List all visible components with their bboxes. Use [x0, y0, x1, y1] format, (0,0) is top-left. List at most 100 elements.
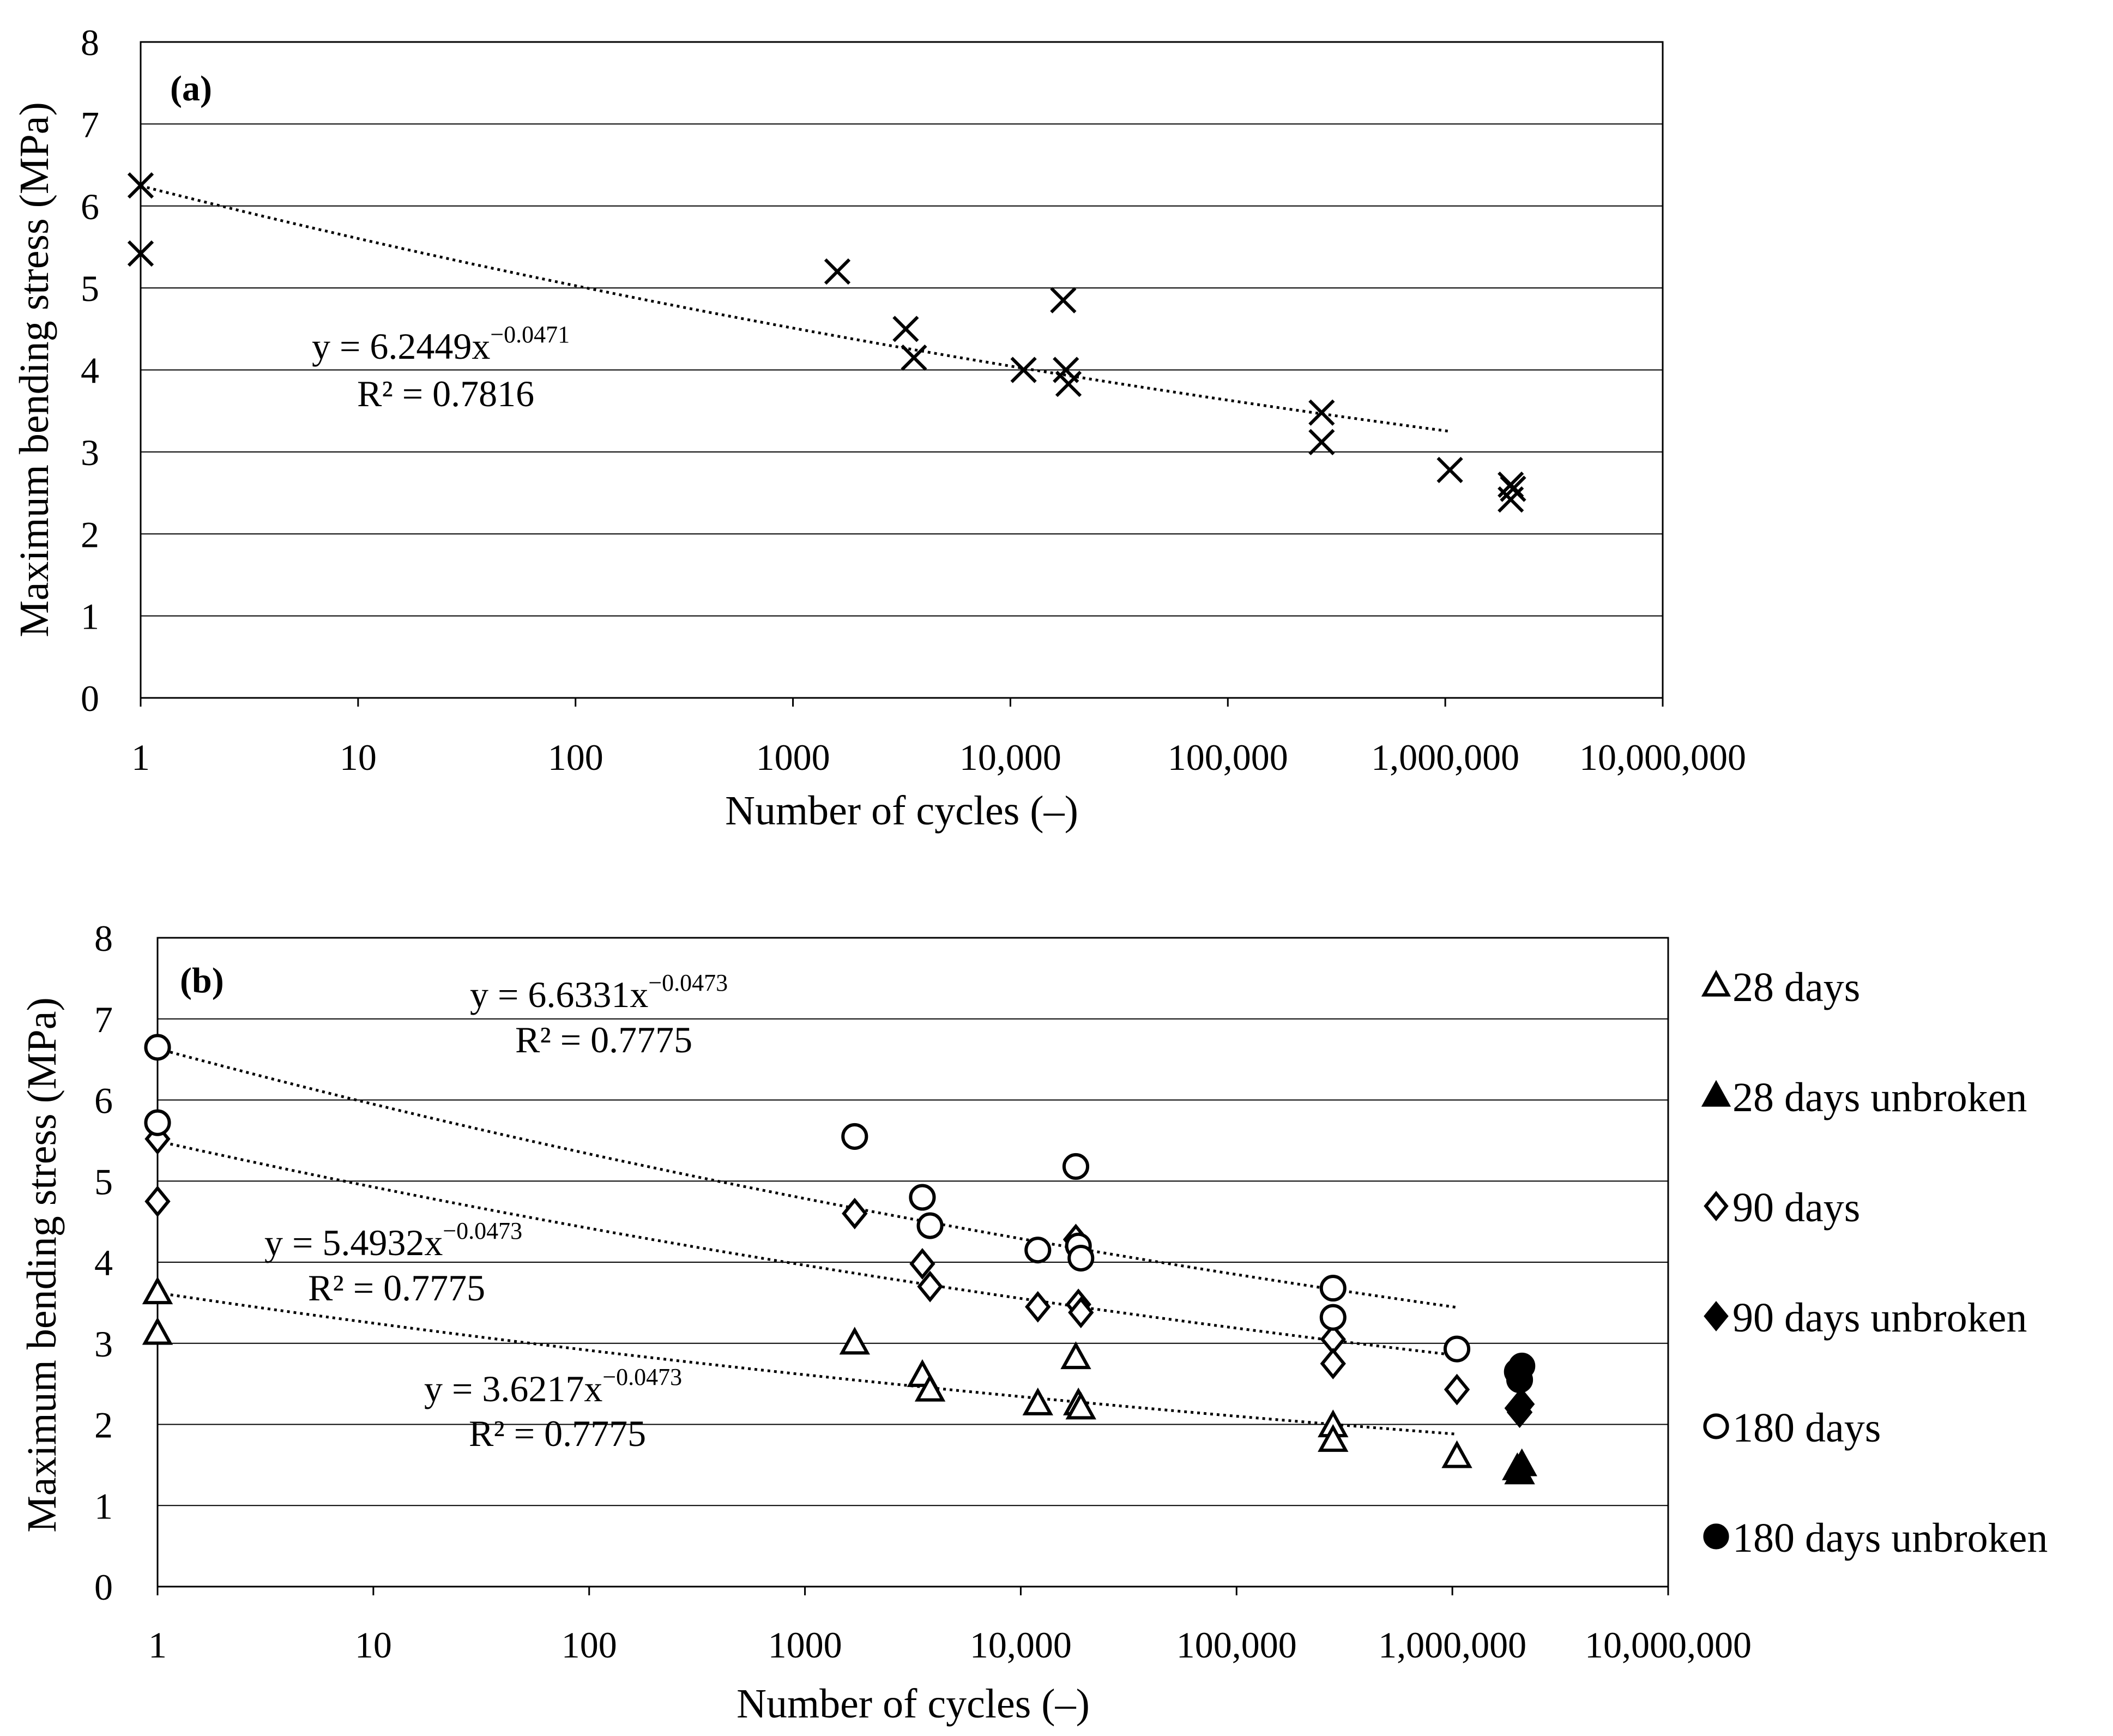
chart-b-panel-label: (b): [180, 961, 224, 1000]
chart-b-x-tick-label: 1,000,000: [1378, 1624, 1526, 1666]
chart-b-x-tick-label: 1: [148, 1624, 167, 1666]
chart-a-point-x: [1308, 429, 1335, 455]
chart-a-x-tick-label: 1,000,000: [1371, 737, 1519, 778]
chart-a-x-tick-labels: 1 10 100 1000 10,000 100,000 1,000,000 10,000,0…: [131, 737, 1746, 778]
chart-b-x-tick-label: 1000: [768, 1624, 842, 1666]
chart-b-y-tick-label: 6: [94, 1080, 113, 1122]
chart-a-trend-r2: R² = 0.7816: [357, 373, 534, 414]
chart-a-point-x: [127, 240, 154, 267]
chart-b-y-axis-label: Maximum bending stress (MPa): [19, 997, 65, 1533]
chart-b-point-circle-open: [909, 1184, 936, 1211]
chart-a-point-x: [1055, 370, 1082, 397]
chart-b-y-tick-label: 4: [94, 1242, 113, 1283]
chart-a-point-x: [1436, 456, 1463, 484]
chart-a-point-x: [1010, 357, 1037, 383]
chart-a-y-tick-labels: 0 1 2 3 4 5 6 7 8: [81, 22, 99, 719]
chart-a-y-tick-label: 2: [81, 514, 99, 555]
chart-b-point-triangle-open: [1022, 1387, 1053, 1415]
chart-b-point-triangle-filled: [1506, 1448, 1537, 1476]
chart-b-y-tick-label: 2: [94, 1405, 113, 1446]
chart-b-x-tick-labels: 1 10 100 1000 10,000 100,000 1,000,000 10,000,0…: [148, 1624, 1752, 1666]
chart-b-point-circle-open: [1443, 1335, 1471, 1363]
chart-a-y-tick-label: 6: [81, 186, 99, 227]
chart-b-point-diamond-open: [842, 1197, 868, 1229]
chart-b-x-tick-marks: [156, 1587, 1669, 1595]
chart-b-trend-equation-90d: y = 5.4932x−0.0473: [264, 1217, 522, 1263]
chart-b-point-triangle-open: [142, 1317, 173, 1345]
legend-item: 90 days unbroken: [1704, 1295, 2027, 1341]
chart-b-trendline-4: [157, 1047, 1457, 1309]
chart-b-y-tick-label: 7: [94, 999, 113, 1040]
legend-marker-diamond-filled: [1704, 1301, 1729, 1331]
chart-a-y-tick-label: 8: [81, 22, 99, 63]
legend-item: 28 days: [1701, 965, 1860, 1010]
chart-b-point-triangle-open: [142, 1276, 173, 1305]
chart-a-x-tick-label: 100,000: [1168, 737, 1288, 778]
chart-b-trendline-0: [157, 1291, 1457, 1436]
legend-marker-circle-filled: [1703, 1523, 1729, 1550]
legend-item: 90 days: [1704, 1185, 1860, 1231]
chart-b-gridlines: [158, 1018, 1668, 1506]
chart-a-gridlines: [141, 123, 1663, 617]
legend-marker-circle-open: [1703, 1413, 1729, 1439]
chart-b-point-diamond-open: [1025, 1291, 1051, 1323]
legend-label: 180 days unbroken: [1732, 1515, 2048, 1561]
chart-b-point-circle-open: [1319, 1275, 1347, 1302]
legend-item: 28 days unbroken: [1701, 1075, 2027, 1120]
chart-b-point-circle-open: [841, 1123, 868, 1150]
chart-a-y-tick-label: 5: [81, 268, 99, 309]
legend-item: 180 days: [1703, 1405, 1881, 1451]
legend-label: 90 days unbroken: [1732, 1295, 2027, 1341]
chart-b-point-circle-open: [916, 1212, 944, 1239]
chart-a-point-x: [892, 316, 919, 342]
chart-b-point-diamond-open: [917, 1270, 943, 1303]
chart-b-point-diamond-open: [1320, 1348, 1346, 1379]
chart-a-y-tick-label: 4: [81, 350, 99, 391]
chart-b-trend-r2-90d: R² = 0.7775: [308, 1267, 485, 1309]
chart-b-y-tick-label: 5: [94, 1161, 113, 1202]
chart-a-y-tick-label: 3: [81, 432, 99, 473]
chart-b-point-diamond-open: [909, 1248, 935, 1280]
chart-b-y-tick-label: 3: [94, 1323, 113, 1365]
chart-b-point-triangle-open: [914, 1373, 946, 1402]
chart-b-y-tick-label: 0: [94, 1566, 113, 1608]
chart-b-y-tick-label: 8: [94, 918, 113, 959]
chart-a-point-x: [1308, 399, 1335, 426]
chart-b-point-circle-open: [144, 1034, 171, 1061]
chart-a-point-x: [1050, 287, 1077, 314]
legend-marker-triangle-open: [1701, 969, 1731, 997]
chart-a-y-tick-label: 1: [81, 596, 99, 637]
chart-b-point-triangle-open: [1318, 1424, 1349, 1452]
chart-b-y-tick-label: 1: [94, 1485, 113, 1527]
chart-b-point-triangle-open: [1060, 1341, 1091, 1370]
chart-a-x-tick-label: 100: [548, 737, 603, 778]
chart-b-point-diamond-filled: [1509, 1388, 1535, 1420]
chart-b-point-triangle-open: [1065, 1391, 1096, 1420]
chart-b-trendlines: [157, 1047, 1457, 1436]
chart-b-point-circle-filled: [1508, 1352, 1536, 1379]
chart-a-x-tick-label: 10,000,000: [1579, 737, 1746, 778]
legend-label: 90 days: [1732, 1185, 1860, 1231]
chart-b-x-tick-label: 100: [562, 1624, 617, 1666]
chart-b-point-circle-open: [1062, 1153, 1090, 1180]
chart-a-points: [127, 172, 1526, 513]
chart-b-point-triangle-open: [839, 1327, 870, 1355]
chart-a-trendline-0: [140, 184, 1450, 433]
chart-b-y-tick-labels: 0 1 2 3 4 5 6 7 8: [94, 918, 113, 1608]
chart-b-points: [142, 1034, 1537, 1485]
chart-a-y-tick-label: 7: [81, 104, 99, 145]
chart-b-x-tick-label: 10: [355, 1624, 392, 1666]
chart-a-trend-equation: y = 6.2449x−0.0471: [312, 321, 570, 367]
chart-b-point-triangle-open: [1441, 1440, 1472, 1468]
chart-a-point-x: [127, 172, 154, 199]
chart-b-trend-equation-180d: y = 6.6331x−0.0473: [470, 969, 728, 1015]
chart-b-point-circle-open: [144, 1109, 171, 1136]
legend-item: 180 days unbroken: [1703, 1515, 2048, 1561]
chart-b-trend-equation-28d: y = 3.6217x−0.0473: [424, 1364, 682, 1409]
chart-a-point-x: [824, 258, 851, 285]
legend-label: 28 days unbroken: [1732, 1075, 2027, 1120]
chart-b-point-circle-open: [1319, 1304, 1347, 1331]
